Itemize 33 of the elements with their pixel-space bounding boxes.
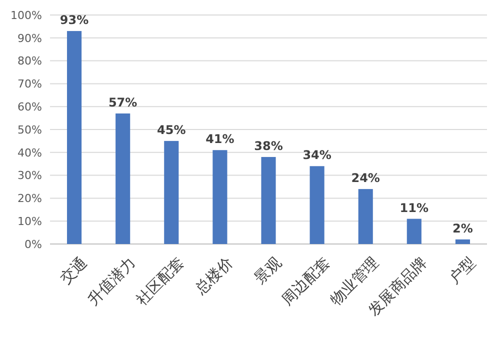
bar — [66, 31, 82, 244]
bar — [455, 239, 470, 244]
bar — [406, 218, 422, 244]
y-tick-label: 10% — [18, 214, 42, 228]
x-tick-label: 景观 — [250, 254, 285, 288]
y-tick-label: 30% — [18, 169, 42, 182]
y-tick-label: 50% — [18, 123, 42, 136]
bar — [164, 140, 179, 244]
data-label: 11% — [400, 200, 429, 215]
y-tick-label: 0% — [24, 238, 42, 251]
data-label: 38% — [254, 138, 283, 153]
x-tick-label: 总楼价 — [190, 254, 236, 299]
y-tick-label: 40% — [18, 146, 42, 160]
x-tick-label: 户型 — [445, 254, 479, 288]
bar — [116, 113, 130, 244]
bar — [310, 166, 324, 244]
y-tick-label: 60% — [18, 100, 42, 114]
bar — [212, 150, 228, 244]
data-label: 34% — [302, 148, 332, 162]
y-tick-label: 20% — [18, 192, 42, 206]
y-tick-label: 80% — [18, 54, 42, 68]
bar — [261, 156, 276, 244]
data-label: 2% — [452, 221, 473, 236]
data-label: 45% — [157, 122, 186, 137]
y-tick-label: 100% — [10, 8, 42, 22]
y-tick-label: 70% — [18, 78, 42, 91]
bar — [358, 189, 373, 244]
y-tick-label: 90% — [18, 32, 42, 45]
data-label: 57% — [108, 95, 138, 110]
data-label: 93% — [60, 13, 89, 28]
x-tick-label: 交通 — [56, 254, 91, 288]
data-label: 41% — [206, 132, 234, 146]
data-label: 24% — [351, 171, 380, 186]
